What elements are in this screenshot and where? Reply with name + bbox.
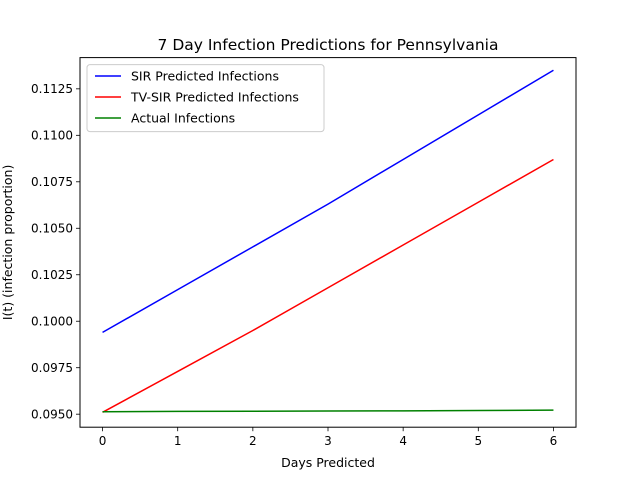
y-axis-ticks: 0.0950 0.0975 0.1000 0.1025 0.1050 0.1075 0.11… [31, 82, 80, 421]
x-tick-label: 1 [174, 434, 182, 448]
x-tick-label: 0 [99, 434, 107, 448]
legend: SIR Predicted Infections TV-SIR Predicted… [86, 64, 325, 133]
y-tick-label: 0.1075 [31, 175, 73, 189]
y-tick-label: 0.0975 [31, 361, 73, 375]
x-tick-label: 4 [399, 434, 407, 448]
series-layer [102, 69, 554, 413]
legend-label-2: TV-SIR Predicted Infections [130, 90, 299, 105]
legend-label-3: Actual Infections [131, 111, 235, 126]
y-tick-label: 0.1000 [31, 315, 73, 329]
series-line-3 [102, 409, 554, 413]
series-line-2 [102, 158, 554, 413]
y-tick-label: 0.1100 [31, 129, 73, 143]
x-axis-ticks: 0 1 2 3 4 5 6 [99, 427, 558, 448]
series-line-1 [102, 69, 554, 334]
y-axis-label: I(t) (infection proportion) [0, 165, 15, 320]
legend-box [86, 64, 325, 133]
y-tick-label: 0.1050 [31, 222, 73, 236]
y-tick-label: 0.0950 [31, 407, 73, 421]
y-tick-label: 0.1025 [31, 268, 73, 282]
x-tick-label: 5 [474, 434, 482, 448]
x-tick-label: 6 [550, 434, 558, 448]
chart-title: 7 Day Infection Predictions for Pennsylv… [158, 36, 499, 54]
x-tick-label: 2 [249, 434, 257, 448]
x-tick-label: 3 [324, 434, 332, 448]
y-tick-label: 0.1125 [31, 82, 73, 96]
x-axis-label: Days Predicted [281, 455, 375, 470]
legend-label-1: SIR Predicted Infections [131, 69, 279, 84]
